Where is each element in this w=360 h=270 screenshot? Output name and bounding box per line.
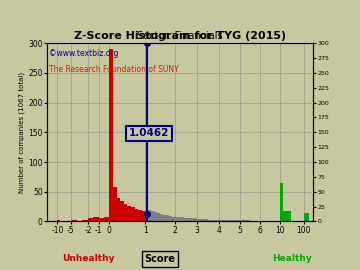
Bar: [88, 218, 94, 221]
Bar: [240, 220, 250, 221]
Bar: [135, 209, 138, 221]
Bar: [142, 211, 145, 221]
Y-axis label: Number of companies (1067 total): Number of companies (1067 total): [19, 72, 25, 193]
Bar: [208, 220, 219, 221]
Bar: [280, 183, 283, 221]
Bar: [71, 220, 77, 221]
Bar: [304, 213, 309, 221]
Bar: [283, 211, 291, 221]
Bar: [169, 216, 172, 221]
Bar: [58, 220, 60, 221]
Bar: [166, 215, 169, 221]
Bar: [219, 220, 229, 221]
Bar: [109, 49, 113, 221]
Bar: [184, 218, 188, 221]
Bar: [154, 212, 157, 221]
Text: Sector: Financials: Sector: Financials: [137, 31, 223, 41]
Bar: [175, 217, 179, 221]
Text: 1.0462: 1.0462: [129, 129, 169, 139]
Bar: [145, 212, 148, 221]
Bar: [93, 217, 99, 221]
Bar: [188, 218, 193, 221]
Bar: [85, 220, 88, 221]
Bar: [113, 187, 117, 221]
Bar: [131, 207, 135, 221]
Bar: [179, 217, 184, 221]
Bar: [160, 214, 163, 221]
Bar: [82, 220, 85, 221]
Bar: [99, 218, 104, 221]
Bar: [117, 198, 120, 221]
Text: ©www.textbiz.org: ©www.textbiz.org: [49, 49, 119, 58]
Bar: [138, 210, 142, 221]
Bar: [127, 206, 131, 221]
Bar: [157, 213, 160, 221]
Bar: [229, 220, 240, 221]
Bar: [193, 218, 197, 221]
Bar: [120, 201, 124, 221]
Bar: [104, 217, 109, 221]
Text: Unhealthy: Unhealthy: [62, 254, 114, 263]
Bar: [148, 210, 151, 221]
Bar: [163, 215, 166, 221]
Text: Score: Score: [144, 254, 176, 264]
Title: Z-Score Histogram for TYG (2015): Z-Score Histogram for TYG (2015): [74, 31, 286, 41]
Bar: [124, 204, 127, 221]
Bar: [151, 211, 154, 221]
Bar: [172, 217, 175, 221]
Bar: [197, 219, 208, 221]
Text: The Research Foundation of SUNY: The Research Foundation of SUNY: [49, 65, 179, 74]
Text: Healthy: Healthy: [272, 254, 312, 263]
